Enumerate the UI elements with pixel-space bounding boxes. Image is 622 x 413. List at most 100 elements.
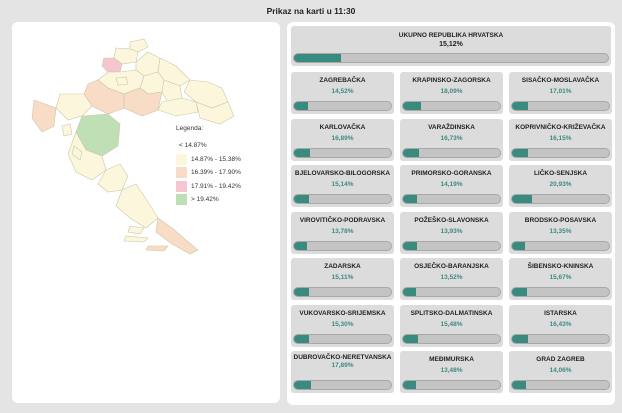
region-percent: 16,89% <box>331 134 354 142</box>
region-card[interactable]: MEĐIMURSKA 13,48% <box>400 351 503 393</box>
legend-swatch <box>176 153 187 165</box>
legend-label: 14.87% - 15.38% <box>191 155 241 163</box>
region-percent: 16,15% <box>549 134 572 142</box>
region-percent: 17,89% <box>331 362 354 369</box>
map-region-splitsko-dalmatinska[interactable] <box>115 183 159 229</box>
region-progress-fill <box>512 148 528 157</box>
region-name: BJELOVARSKO-BILOGORSKA <box>294 170 391 177</box>
total-percent: 15,12% <box>439 41 463 48</box>
total-card[interactable]: UKUPNO REPUBLIKA HRVATSKA 15,12% <box>291 26 611 66</box>
region-percent: 13,78% <box>331 227 354 235</box>
region-card[interactable]: ZAGREBAČKA 14,52% <box>291 72 394 114</box>
region-percent: 15,67% <box>549 274 572 281</box>
region-percent: 13,93% <box>440 227 463 235</box>
region-progress-fill <box>512 102 529 110</box>
region-card[interactable]: KOPRIVNIČKO-KRIŽEVAČKA 16,15% <box>509 118 612 161</box>
map-island-hvar <box>123 235 149 243</box>
region-card[interactable]: GRAD ZAGREB 14,06% <box>509 351 612 393</box>
map-region-dubrovacko-neretvanska[interactable] <box>155 217 199 255</box>
region-progress-fill <box>512 334 528 343</box>
region-progress-bar <box>293 287 392 297</box>
region-name: PRIMORSKO-GORANSKA <box>411 170 492 177</box>
region-name: SPLITSKO-DALMATINSKA <box>410 309 493 317</box>
legend-label: > 19.42% <box>191 196 219 204</box>
region-name: LIČKO-SENJSKA <box>533 170 588 177</box>
region-card[interactable]: DUBROVAČKO-NERETVANSKA 17,89% <box>291 351 394 393</box>
legend-title: Legenda: <box>176 125 204 132</box>
region-percent: 16,43% <box>549 320 572 328</box>
region-progress-bar <box>293 333 392 344</box>
map-panel: Legenda: < 14.87% 14.87% - 15.38% 16.39%… <box>12 22 280 403</box>
region-progress-fill <box>403 381 417 389</box>
region-name: ŠIBENSKO-KNINSKA <box>527 263 594 270</box>
region-name: KRAPINSKO-ZAGORSKA <box>412 77 491 84</box>
region-percent: 13,35% <box>549 227 572 235</box>
region-percent: 14,19% <box>440 181 463 188</box>
region-progress-bar <box>511 240 610 251</box>
region-progress-bar <box>511 333 610 344</box>
region-card[interactable]: BRODSKO-POSAVSKA 13,35% <box>509 211 612 254</box>
region-progress-fill <box>403 102 421 110</box>
region-card[interactable]: VUKOVARSKO-SRIJEMSKA 15,30% <box>291 304 394 347</box>
region-progress-fill <box>294 288 309 296</box>
region-progress-fill <box>294 195 309 203</box>
region-progress-bar <box>511 147 610 158</box>
total-progress-fill <box>294 54 342 62</box>
region-progress-fill <box>403 148 420 157</box>
region-card[interactable]: ZADARSKA 15,11% <box>291 258 394 300</box>
map-island-pag <box>71 145 83 161</box>
region-card[interactable]: ISTARSKA 16,43% <box>509 304 612 347</box>
region-card[interactable]: ŠIBENSKO-KNINSKA 15,67% <box>509 258 612 300</box>
region-name: DUBROVAČKO-NERETVANSKA <box>293 354 392 361</box>
region-progress-fill <box>294 241 308 250</box>
region-progress-bar <box>511 194 610 204</box>
map-region-istarska[interactable] <box>31 99 57 133</box>
region-progress-bar <box>511 101 610 111</box>
map-region-zadarska[interactable] <box>67 131 107 181</box>
region-name: VARAŽDINSKA <box>428 123 475 131</box>
map-island-korcula <box>145 245 169 252</box>
region-percent: 14,06% <box>549 367 572 374</box>
region-progress-bar <box>402 240 501 251</box>
region-name: VIROVITIČKO-PODRAVSKA <box>299 216 386 224</box>
region-card[interactable]: SISAČKO-MOSLAVAČKA 17,01% <box>509 72 612 114</box>
region-progress-fill <box>294 148 311 157</box>
legend-item: > 19.42% <box>176 193 241 207</box>
legend-swatch <box>176 180 187 192</box>
region-name: VUKOVARSKO-SRIJEMSKA <box>299 309 386 317</box>
region-card[interactable]: VARAŽDINSKA 16,73% <box>400 118 503 161</box>
map-region-grad-zagreb[interactable] <box>115 76 129 86</box>
region-card[interactable]: BJELOVARSKO-BILOGORSKA 15,14% <box>291 165 394 207</box>
map-region-medimurska[interactable] <box>129 38 149 53</box>
region-card[interactable]: LIČKO-SENJSKA 20,93% <box>509 165 612 207</box>
region-card[interactable]: OSJEČKO-BARANJSKA 13,52% <box>400 258 503 300</box>
map-legend: Legenda: < 14.87% 14.87% - 15.38% 16.39%… <box>176 125 241 207</box>
legend-item: 16.39% - 17.90% <box>176 166 241 180</box>
region-name: BRODSKO-POSAVSKA <box>524 216 597 224</box>
region-card[interactable]: VIROVITIČKO-PODRAVSKA 13,78% <box>291 211 394 254</box>
region-card[interactable]: SPLITSKO-DALMATINSKA 15,48% <box>400 304 503 347</box>
legend-label: 16.39% - 17.90% <box>191 169 241 177</box>
region-progress-bar <box>402 287 501 297</box>
map-region-vukovarsko-srijemska[interactable] <box>195 101 235 125</box>
region-name: ZADARSKA <box>324 263 361 270</box>
region-progress-fill <box>403 288 417 296</box>
region-progress-bar <box>402 333 501 344</box>
region-percent: 18,09% <box>440 88 463 95</box>
map-region-sisacko-moslavacka[interactable] <box>123 87 163 117</box>
map-region-brodsko-posavska[interactable] <box>157 97 199 117</box>
legend-label: < 14.87% <box>179 142 207 150</box>
region-percent: 15,48% <box>440 320 463 328</box>
region-name: SISAČKO-MOSLAVAČKA <box>521 77 600 84</box>
region-progress-fill <box>512 288 528 296</box>
region-card[interactable]: KRAPINSKO-ZAGORSKA 18,09% <box>400 72 503 114</box>
region-percent: 16,73% <box>440 134 463 142</box>
region-name: POŽEŠKO-SLAVONSKA <box>414 216 489 224</box>
region-card[interactable]: KARLOVAČKA 16,89% <box>291 118 394 161</box>
region-progress-fill <box>512 195 533 203</box>
region-name: OSJEČKO-BARANJSKA <box>414 263 489 270</box>
map-island-brac <box>127 225 145 235</box>
region-name: KOPRIVNIČKO-KRIŽEVAČKA <box>515 123 606 131</box>
region-card[interactable]: POŽEŠKO-SLAVONSKA 13,93% <box>400 211 503 254</box>
region-card[interactable]: PRIMORSKO-GORANSKA 14,19% <box>400 165 503 207</box>
